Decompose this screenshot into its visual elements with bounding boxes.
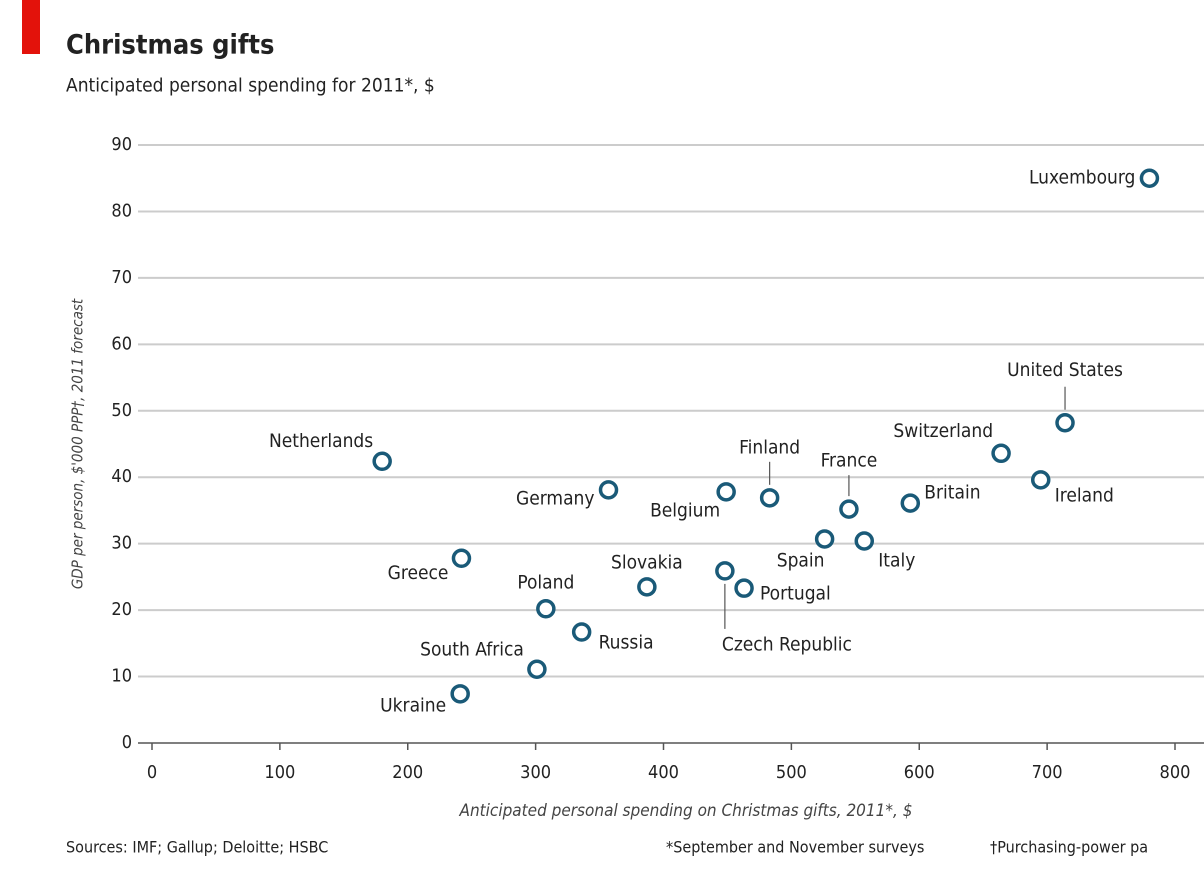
point <box>1139 168 1160 188</box>
y-tick-label: 40 <box>111 466 132 487</box>
point <box>759 488 780 508</box>
point <box>637 577 657 597</box>
source: Sources: IMF; Gallup; Deloitte; HSBC <box>66 838 328 857</box>
y-tick-label: 0 <box>122 732 132 753</box>
x-tick-label: 400 <box>648 762 679 783</box>
y-tick-label: 90 <box>111 134 132 155</box>
point <box>536 599 556 619</box>
y-tick-label: 50 <box>111 400 132 421</box>
footnote: *September and November surveys <box>666 838 924 857</box>
point-label: Britain <box>924 482 980 504</box>
y-tick-label: 70 <box>111 267 132 288</box>
point <box>900 493 921 513</box>
point-label: Slovakia <box>611 551 683 573</box>
point-label: Ukraine <box>380 694 446 716</box>
point <box>450 684 470 704</box>
y-tick-label: 30 <box>111 533 132 554</box>
x-tick-label: 500 <box>776 762 807 783</box>
point <box>854 531 875 551</box>
x-tick-label: 200 <box>392 762 423 783</box>
chart-subtitle: Anticipated personal spending for 2011*,… <box>66 75 435 97</box>
point-label: Luxembourg <box>1029 167 1135 189</box>
point-label: Finland <box>739 436 800 458</box>
point <box>1030 470 1051 490</box>
x-tick-label: 600 <box>904 762 935 783</box>
x-tick-label: 100 <box>264 762 295 783</box>
point-label: France <box>821 450 878 472</box>
brand-bar <box>22 0 40 54</box>
point-label: Ireland <box>1055 484 1114 506</box>
point <box>991 443 1011 464</box>
footnote: †Purchasing-power pa <box>990 838 1148 857</box>
point-label: Portugal <box>760 583 831 605</box>
point <box>1055 412 1075 433</box>
point <box>716 482 736 502</box>
point <box>839 499 859 519</box>
point <box>571 622 592 642</box>
point <box>372 451 392 472</box>
point-label: South Africa <box>420 639 524 661</box>
point <box>527 659 547 679</box>
point-label: Poland <box>517 571 574 593</box>
point-label: Germany <box>516 487 595 509</box>
x-tick-label: 700 <box>1032 762 1063 783</box>
point-label: Russia <box>599 632 654 654</box>
point <box>451 548 472 569</box>
point <box>734 578 754 598</box>
point-label: Greece <box>388 562 449 584</box>
y-tick-label: 60 <box>111 333 132 354</box>
point <box>598 480 619 500</box>
x-tick-label: 0 <box>147 762 157 783</box>
point <box>814 529 835 549</box>
point-label: Netherlands <box>269 430 373 452</box>
y-tick-label: 20 <box>111 599 132 620</box>
point-label: Italy <box>878 550 915 572</box>
y-tick-label: 10 <box>111 666 132 687</box>
point-label: United States <box>1007 359 1123 381</box>
point-label: Spain <box>777 550 825 572</box>
chart-title: Christmas gifts <box>66 30 274 61</box>
x-tick-label: 800 <box>1160 762 1191 783</box>
y-tick-label: 80 <box>111 200 132 221</box>
point <box>715 561 735 581</box>
point-label: Czech Republic <box>722 633 852 655</box>
y-axis-label: GDP per person, $'000 PPP†, 2011 forecas… <box>69 298 87 589</box>
x-axis-label: Anticipated personal spending on Christm… <box>459 801 913 821</box>
point-label: Switzerland <box>893 420 993 442</box>
x-tick-label: 300 <box>520 762 551 783</box>
point-label: Belgium <box>650 499 720 521</box>
